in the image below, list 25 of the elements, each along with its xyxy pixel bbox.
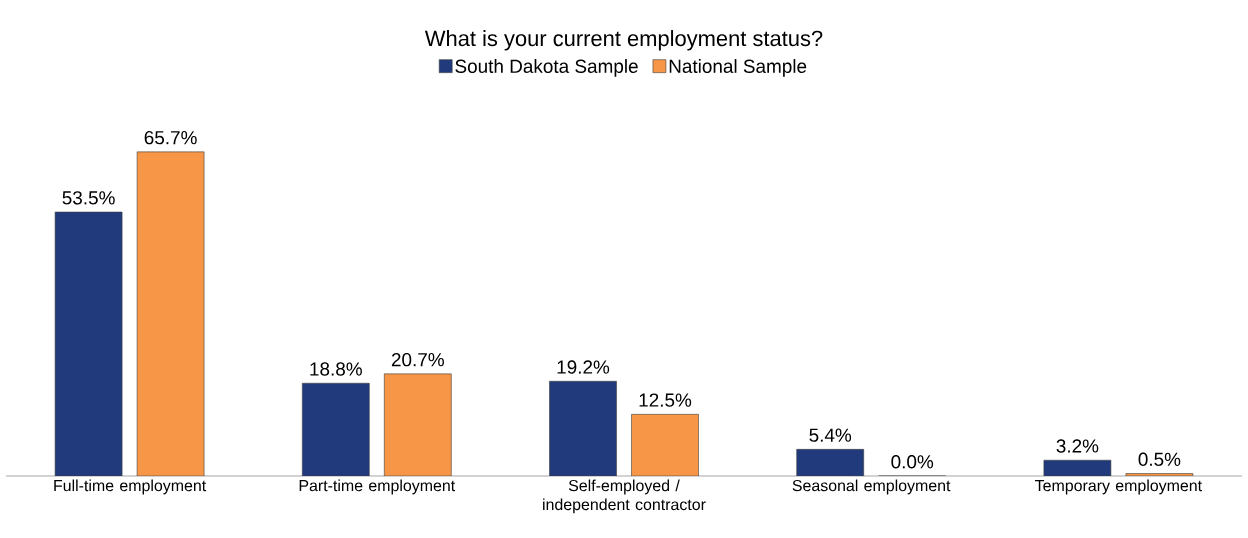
chart-title: What is your current employment status? <box>424 30 823 51</box>
data-label: 65.7% <box>144 130 197 145</box>
data-label: 0.5% <box>1138 452 1181 467</box>
data-label: 18.8% <box>310 362 362 376</box>
bar <box>54 211 123 476</box>
bar <box>302 382 370 476</box>
bar <box>549 380 617 476</box>
legend-label: National Sample <box>669 59 807 77</box>
x-tick-label: Seasonal employment <box>792 479 951 495</box>
bar <box>631 414 699 476</box>
x-tick-label: Full-time employment <box>54 479 207 495</box>
data-label: 20.7% <box>391 352 444 367</box>
bar <box>796 449 864 476</box>
bar <box>384 373 452 476</box>
data-label: 12.5% <box>639 393 692 407</box>
x-tick-label: Temporary employment <box>1035 479 1202 495</box>
data-label: 19.2% <box>557 360 610 374</box>
data-label: 0.0% <box>891 455 934 469</box>
data-label: 53.5% <box>62 191 115 205</box>
x-tick-label: Part-time employment <box>299 479 456 495</box>
data-label: 3.2% <box>1056 439 1099 453</box>
x-tick-label: Self-employed / independent contractor <box>543 479 706 514</box>
bar <box>136 151 205 476</box>
data-label: 5.4% <box>809 428 852 442</box>
legend-label: South Dakota Sample <box>455 59 638 77</box>
